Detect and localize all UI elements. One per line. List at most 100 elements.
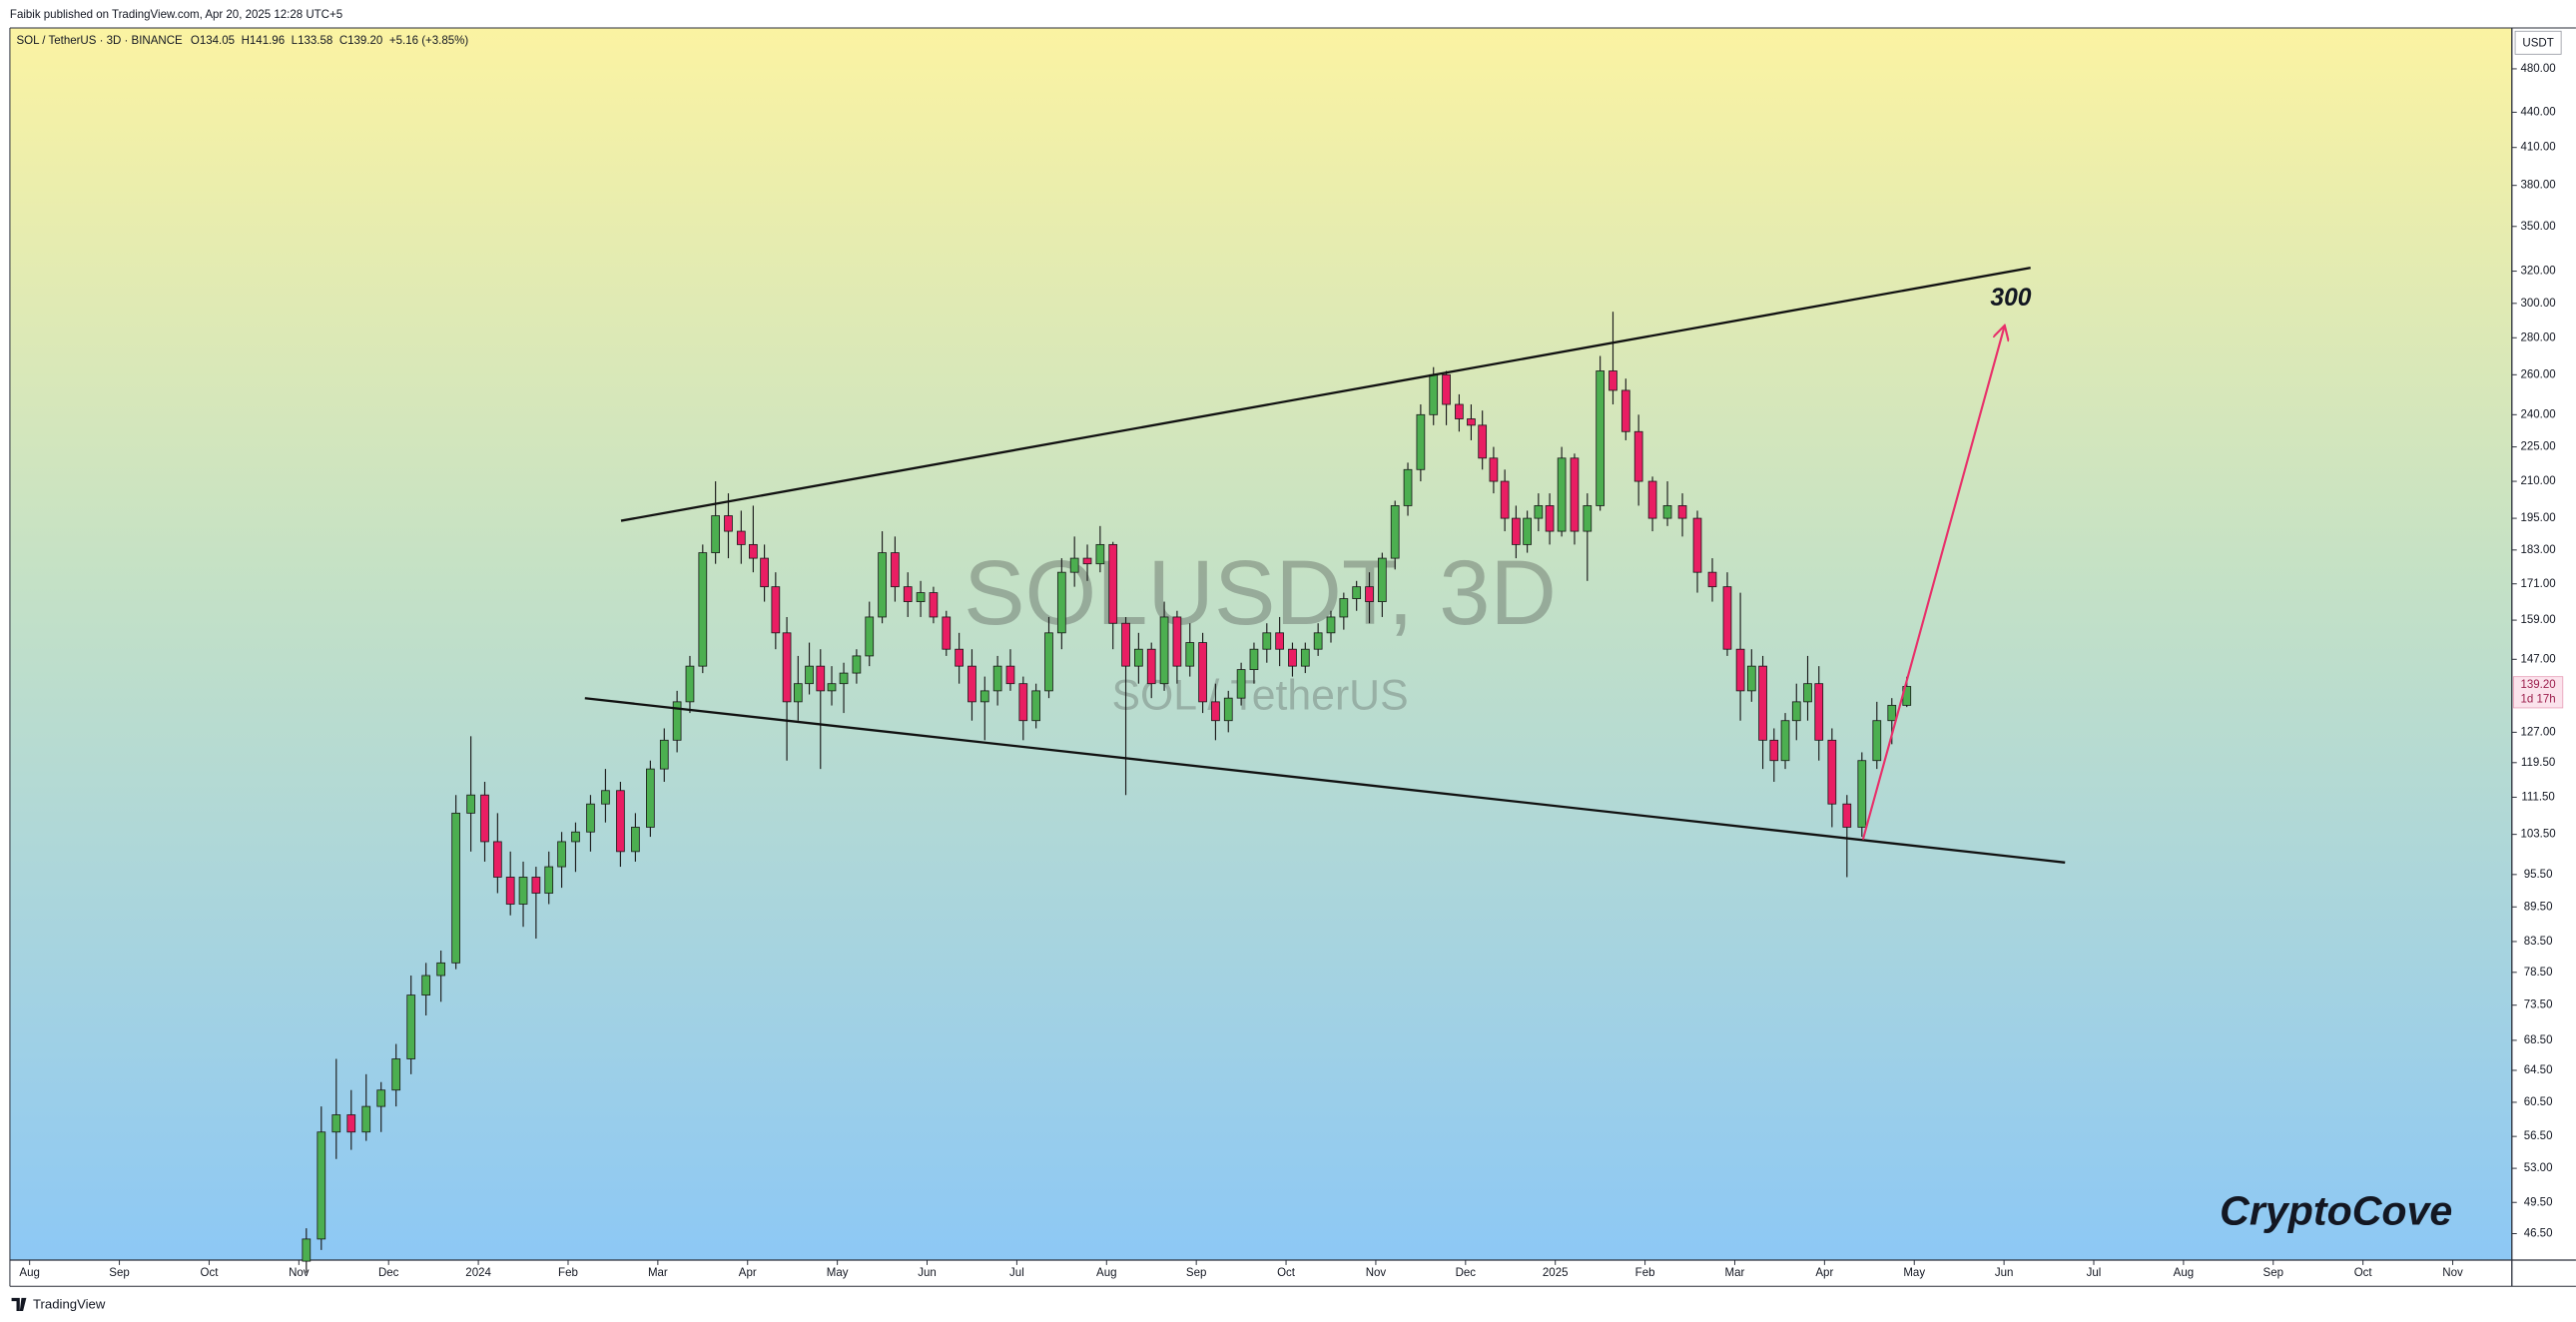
candle-body <box>646 768 655 828</box>
candle-body <box>1887 704 1897 722</box>
candle-body <box>571 831 580 843</box>
x-tick-label: Sep <box>2263 1267 2283 1279</box>
candle-body <box>1609 370 1617 391</box>
candle-body <box>771 586 781 634</box>
candle-body <box>1872 720 1882 762</box>
x-tick-label: Sep <box>109 1267 129 1279</box>
candle-body <box>1300 648 1310 667</box>
brand: TradingView <box>33 1297 106 1312</box>
x-tick-label: Mar <box>1725 1267 1745 1279</box>
candle-body <box>1455 403 1464 419</box>
candle-body <box>827 683 837 692</box>
x-tick-label: Jul <box>1009 1267 1024 1279</box>
x-tick-label: Feb <box>1635 1267 1655 1279</box>
candle-body <box>302 1238 312 1262</box>
candle-body <box>1780 720 1790 762</box>
projection-arrow <box>1861 327 2004 841</box>
y-tick-label: 195.00 <box>2521 512 2556 524</box>
last-price-label: 139.20 <box>2521 679 2556 691</box>
ohlc-close: C139.20 <box>339 35 382 47</box>
y-tick-label: 280.00 <box>2521 331 2556 343</box>
candle-body <box>1746 665 1756 692</box>
y-tick-label: 53.00 <box>2524 1162 2553 1174</box>
candle-body <box>1249 648 1259 671</box>
candle-body <box>736 530 746 545</box>
candle-body <box>1827 739 1837 805</box>
x-tick-label: Nov <box>1366 1267 1387 1279</box>
candle-body <box>749 543 758 559</box>
candle-body <box>1005 665 1015 685</box>
y-tick-label: 320.00 <box>2521 266 2556 278</box>
candle-body <box>1198 642 1207 703</box>
x-tick-label: 2024 <box>465 1267 491 1279</box>
watermark: SOLUSDT, 3D <box>964 541 1557 644</box>
x-tick-label: Jul <box>2087 1267 2102 1279</box>
trendline-lower <box>584 697 2066 864</box>
candle-body <box>1557 457 1567 532</box>
y-tick-label: 183.00 <box>2521 544 2556 556</box>
candle-body <box>1429 373 1439 415</box>
y-tick-label: 68.50 <box>2524 1034 2553 1046</box>
candle-body <box>992 665 1002 692</box>
candle-body <box>942 616 952 650</box>
candle-body <box>1069 557 1079 573</box>
x-tick-label: Dec <box>1456 1267 1477 1279</box>
candle-body <box>466 794 475 814</box>
footer: TradingView <box>11 1297 106 1312</box>
candle-body <box>1489 457 1499 482</box>
y-tick-label: 56.50 <box>2524 1130 2553 1142</box>
candle-body <box>1647 480 1657 519</box>
candle-body <box>724 515 733 532</box>
published-line: Faibik published on TradingView.com, Apr… <box>10 9 342 21</box>
candle-body <box>1172 616 1182 667</box>
y-tick-label: 147.00 <box>2521 653 2556 665</box>
candle-body <box>1031 690 1041 722</box>
candle-body <box>505 877 515 905</box>
candle-body <box>878 552 887 618</box>
candle-body <box>1758 665 1767 741</box>
candle-body <box>1596 370 1606 506</box>
candle-body <box>1769 739 1779 762</box>
candle-body <box>891 552 900 588</box>
candle-body <box>391 1058 401 1091</box>
y-tick-label: 78.50 <box>2524 967 2553 979</box>
x-tick-label: Nov <box>289 1267 310 1279</box>
ohlc-open: O134.05 <box>191 35 235 47</box>
candle-body <box>967 665 976 703</box>
candle-body <box>1677 505 1687 519</box>
candle-body <box>1056 571 1066 634</box>
x-tick-label: Apr <box>739 1267 757 1279</box>
candle-body <box>421 975 431 996</box>
watermark-sub: SOL / TetherUS <box>1111 672 1408 720</box>
candle-body <box>436 962 446 977</box>
candle-body <box>1791 701 1801 722</box>
candle-body <box>616 790 625 853</box>
candle-body <box>865 616 875 657</box>
x-tick-label: Jun <box>918 1267 937 1279</box>
candle-body <box>916 592 926 602</box>
x-tick-label: Dec <box>378 1267 399 1279</box>
y-tick-label: 225.00 <box>2521 441 2556 453</box>
candle-body <box>1211 701 1220 722</box>
candle-body <box>1121 622 1130 667</box>
ohlc-high: H141.96 <box>242 35 285 47</box>
unit-box <box>2514 30 2562 55</box>
y-tick-label: 46.50 <box>2524 1228 2553 1240</box>
candle-body <box>1326 616 1336 634</box>
candle-body <box>1842 803 1852 828</box>
candle-body <box>1735 648 1745 692</box>
x-tick-label: Apr <box>1815 1267 1833 1279</box>
candle-body <box>1545 505 1555 532</box>
last-price-tag <box>2513 676 2564 709</box>
candle-body <box>586 803 595 833</box>
candle-body <box>1082 557 1092 565</box>
candle-body <box>805 665 814 685</box>
x-tick-label: Oct <box>200 1267 219 1279</box>
candle-body <box>1722 586 1732 650</box>
candle-body <box>1134 648 1143 667</box>
y-tick-label: 103.50 <box>2521 829 2556 841</box>
candle-body <box>544 866 554 894</box>
x-tick-label: Jun <box>1995 1267 2014 1279</box>
